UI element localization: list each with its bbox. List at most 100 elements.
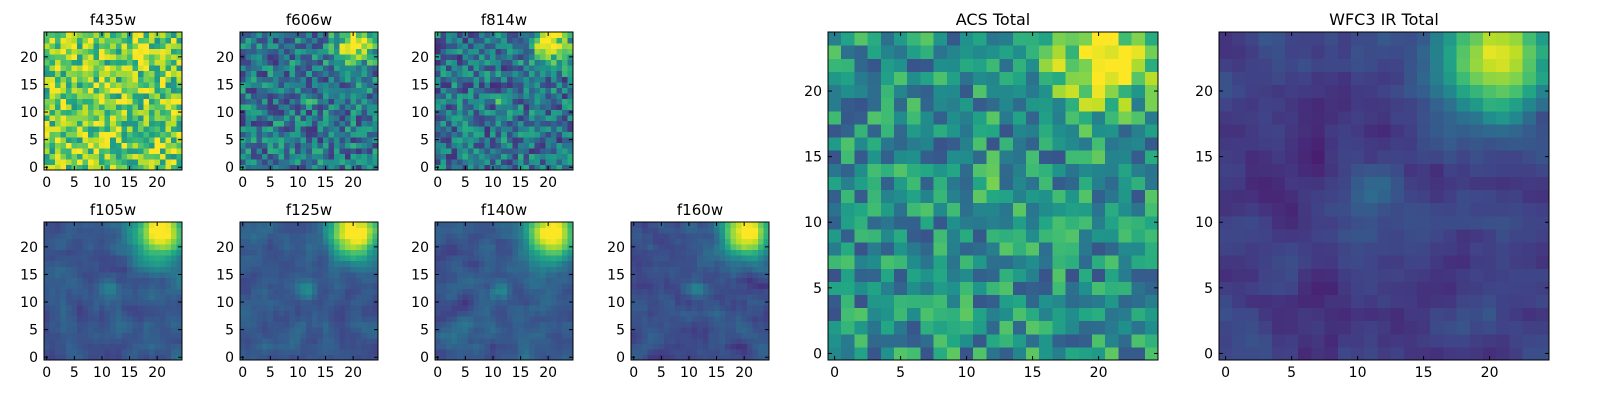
heatmap-cell bbox=[49, 65, 56, 72]
heatmap-cell bbox=[468, 271, 475, 278]
heatmap-cell bbox=[251, 158, 258, 166]
heatmap-cell bbox=[251, 249, 258, 256]
heatmap-cell bbox=[1092, 228, 1106, 243]
heatmap-cell bbox=[556, 293, 563, 300]
heatmap-cell bbox=[1131, 268, 1146, 282]
heatmap-cell bbox=[435, 277, 442, 284]
heatmap-cell bbox=[137, 48, 144, 55]
heatmap-cell bbox=[132, 32, 139, 39]
heatmap-cell bbox=[339, 222, 346, 229]
heatmap-cell bbox=[355, 81, 363, 88]
heatmap-cell bbox=[88, 153, 95, 160]
heatmap-cell bbox=[154, 153, 161, 160]
heatmap-cell bbox=[435, 249, 442, 256]
heatmap-cell bbox=[473, 32, 480, 39]
heatmap-cell bbox=[473, 260, 480, 267]
heatmap-cell bbox=[523, 321, 530, 328]
heatmap-cell bbox=[561, 271, 569, 278]
heatmap-cell bbox=[300, 120, 307, 127]
heatmap-cell bbox=[528, 70, 535, 77]
heatmap-cell bbox=[71, 81, 78, 88]
heatmap-cell bbox=[328, 81, 335, 88]
heatmap-cell bbox=[517, 37, 524, 44]
heatmap-cell bbox=[306, 109, 313, 116]
y-tick-label: 5 bbox=[225, 133, 234, 149]
heatmap-cell bbox=[484, 266, 491, 273]
heatmap-cell bbox=[170, 54, 178, 61]
heatmap-cell bbox=[165, 321, 172, 328]
heatmap-cell bbox=[49, 326, 56, 333]
panel-title: f125w bbox=[286, 201, 332, 219]
heatmap-cell bbox=[867, 163, 882, 177]
heatmap-cell bbox=[686, 321, 693, 328]
heatmap-cell bbox=[675, 238, 682, 245]
heatmap-cell bbox=[490, 288, 497, 295]
heatmap-cell bbox=[664, 277, 671, 284]
heatmap-cell bbox=[435, 343, 442, 350]
heatmap-cell bbox=[350, 288, 357, 295]
heatmap-cell bbox=[132, 233, 139, 240]
heatmap-cell bbox=[295, 238, 302, 245]
heatmap-cell bbox=[468, 337, 475, 345]
heatmap-cell bbox=[300, 142, 307, 149]
heatmap-cell bbox=[154, 299, 161, 306]
heatmap-cell bbox=[77, 114, 84, 121]
heatmap-cell bbox=[137, 92, 144, 99]
heatmap-cell bbox=[154, 343, 161, 350]
heatmap-cell bbox=[137, 70, 144, 77]
heatmap-cell bbox=[126, 227, 133, 234]
heatmap-cell bbox=[372, 76, 379, 83]
heatmap-cell bbox=[49, 153, 56, 160]
heatmap-cell bbox=[468, 266, 475, 273]
heatmap-cell bbox=[121, 70, 128, 77]
heatmap-cell bbox=[506, 54, 513, 61]
heatmap-cell bbox=[440, 233, 447, 240]
heatmap-cell bbox=[528, 131, 535, 138]
heatmap-cell bbox=[473, 125, 480, 132]
heatmap-cell bbox=[680, 238, 687, 245]
heatmap-cell bbox=[322, 48, 329, 55]
heatmap-cell bbox=[501, 233, 508, 240]
heatmap-cell bbox=[680, 288, 687, 295]
heatmap-cell bbox=[66, 244, 73, 251]
heatmap-cell bbox=[110, 109, 117, 116]
heatmap-cell bbox=[495, 238, 502, 245]
heatmap-cell bbox=[339, 76, 346, 83]
heatmap-cell bbox=[110, 70, 117, 77]
heatmap-cell bbox=[170, 109, 178, 116]
heatmap-cell bbox=[66, 103, 73, 110]
heatmap-cell bbox=[894, 163, 908, 177]
heatmap-cell bbox=[523, 65, 530, 72]
heatmap-cell bbox=[361, 32, 368, 39]
heatmap-cell bbox=[289, 76, 296, 83]
heatmap-cell bbox=[752, 271, 759, 278]
heatmap-cell bbox=[104, 238, 111, 245]
heatmap-cell bbox=[708, 277, 715, 284]
heatmap-cell bbox=[55, 158, 62, 166]
heatmap-cell bbox=[355, 222, 363, 229]
heatmap-cell bbox=[828, 255, 842, 269]
heatmap-cell bbox=[556, 332, 563, 339]
heatmap-cell bbox=[148, 293, 155, 300]
heatmap-cell bbox=[361, 315, 368, 322]
heatmap-cell bbox=[245, 238, 252, 245]
heatmap-cell bbox=[170, 37, 178, 44]
y-tick-label: 0 bbox=[225, 350, 234, 366]
heatmap-cell bbox=[55, 43, 62, 50]
heatmap-cell bbox=[317, 32, 324, 39]
heatmap-cell bbox=[435, 266, 442, 273]
heatmap-cell bbox=[132, 54, 139, 61]
heatmap-cell bbox=[159, 282, 167, 289]
heatmap-cell bbox=[284, 76, 291, 83]
heatmap-cell bbox=[680, 332, 687, 339]
heatmap-cell bbox=[517, 65, 524, 72]
heatmap-cell bbox=[159, 326, 167, 333]
heatmap-cell bbox=[506, 337, 513, 345]
heatmap-cell bbox=[170, 153, 178, 160]
heatmap-cell bbox=[658, 271, 665, 278]
heatmap-cell bbox=[88, 348, 95, 356]
heatmap-cell bbox=[170, 164, 178, 171]
heatmap-cell bbox=[256, 59, 263, 66]
heatmap-cell bbox=[545, 120, 552, 127]
heatmap-cell bbox=[907, 268, 921, 282]
